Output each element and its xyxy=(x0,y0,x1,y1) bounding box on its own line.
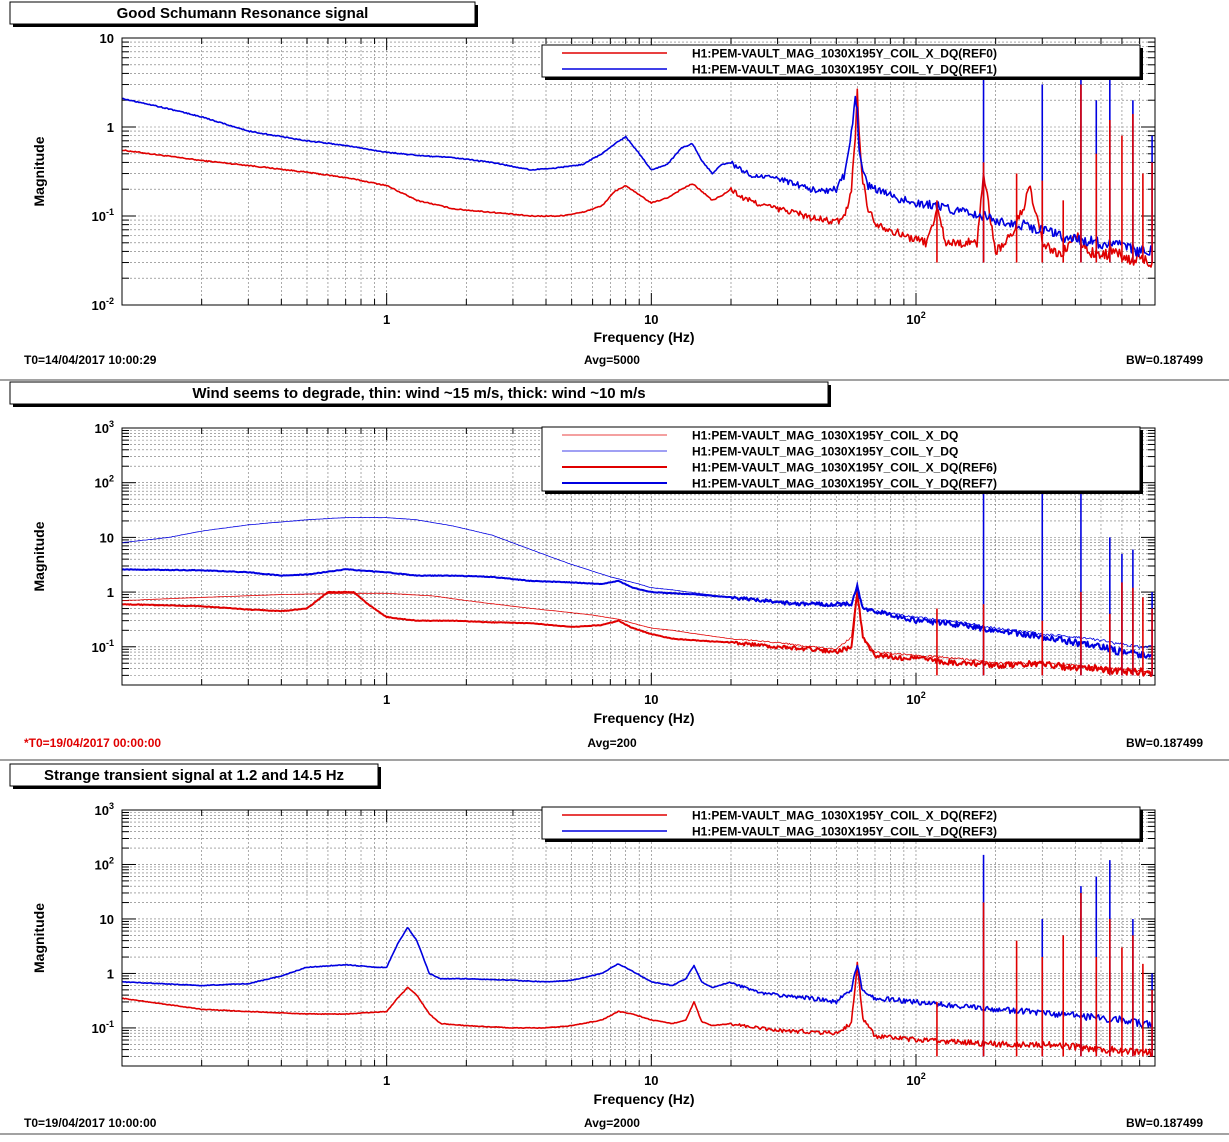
panel-2: Wind seems to degrade, thin: wind ~15 m/… xyxy=(0,379,1229,750)
legend-label: H1:PEM-VAULT_MAG_1030X195Y_COIL_Y_DQ(REF… xyxy=(692,477,997,491)
title-box xyxy=(9,1,476,25)
y-tick-label: 10 xyxy=(100,31,114,46)
legend-label: H1:PEM-VAULT_MAG_1030X195Y_COIL_Y_DQ xyxy=(692,445,958,459)
x-tick-exponent: 2 xyxy=(921,690,926,700)
footer-bw: BW=0.187499 xyxy=(1126,353,1203,367)
series-line-1 xyxy=(122,961,1153,1057)
x-axis-label: Frequency (Hz) xyxy=(593,1091,694,1107)
footer-t0: T0=14/04/2017 10:00:29 xyxy=(24,353,157,367)
legend-label: H1:PEM-VAULT_MAG_1030X195Y_COIL_X_DQ(REF… xyxy=(692,461,997,475)
footer-t0: T0=19/04/2017 10:00:00 xyxy=(24,1116,157,1130)
x-tick-label: 10 xyxy=(644,312,658,327)
y-tick-label: 10-2 xyxy=(92,296,114,313)
y-tick-label: 1 xyxy=(107,585,114,600)
series-group xyxy=(122,854,1153,1057)
y-tick-label: 1 xyxy=(107,120,114,135)
legend-box xyxy=(541,44,1141,78)
x-tick-label: 102 xyxy=(906,310,925,327)
legend-box xyxy=(541,806,1141,840)
x-tick-label: 1 xyxy=(383,692,390,707)
y-tick-label: 1 xyxy=(107,966,114,981)
footer-avg: Avg=200 xyxy=(587,736,637,750)
y-tick-label: 103 xyxy=(95,801,114,818)
plot-area xyxy=(122,810,1155,1066)
y-tick-label: 10 xyxy=(100,912,114,927)
series-line-1 xyxy=(122,88,1153,268)
series-line-2 xyxy=(122,926,1153,1028)
chart-title: Good Schumann Resonance signal xyxy=(117,5,369,22)
x-axis-label: Frequency (Hz) xyxy=(593,329,694,345)
y-tick-label: 10-1 xyxy=(92,638,114,655)
y-tick-exponent: 3 xyxy=(109,419,114,429)
y-tick-label: 10-1 xyxy=(92,207,114,224)
y-tick-exponent: 2 xyxy=(109,855,114,865)
series-line-2 xyxy=(122,517,1153,649)
series-line-2 xyxy=(122,95,1153,258)
footer-bw: BW=0.187499 xyxy=(1126,736,1203,750)
y-axis-label: Magnitude xyxy=(31,903,47,973)
x-axis-label: Frequency (Hz) xyxy=(593,710,694,726)
footer-bw: BW=0.187499 xyxy=(1126,1116,1203,1130)
x-tick-label: 1 xyxy=(383,312,390,327)
x-tick-label: 102 xyxy=(906,690,925,707)
series-group xyxy=(122,64,1153,268)
x-tick-label: 1 xyxy=(383,1073,390,1088)
footer-t0: *T0=19/04/2017 00:00:00 xyxy=(24,736,161,750)
y-tick-exponent: -1 xyxy=(106,207,114,217)
y-tick-exponent: 2 xyxy=(109,474,114,484)
y-tick-exponent: 3 xyxy=(109,801,114,811)
legend-label: H1:PEM-VAULT_MAG_1030X195Y_COIL_X_DQ xyxy=(692,429,958,443)
title-box xyxy=(9,381,829,405)
legend-label: H1:PEM-VAULT_MAG_1030X195Y_COIL_X_DQ(REF… xyxy=(692,47,997,61)
plot-frame xyxy=(121,37,1156,306)
y-tick-label: 102 xyxy=(95,855,114,872)
title-box xyxy=(9,763,379,787)
series-line-1 xyxy=(122,587,1153,674)
y-tick-label: 102 xyxy=(95,474,114,491)
y-tick-label: 10-1 xyxy=(92,1019,114,1036)
footer-avg: Avg=5000 xyxy=(584,353,640,367)
y-tick-label: 10 xyxy=(100,530,114,545)
y-tick-label: 103 xyxy=(95,419,114,436)
x-tick-label: 102 xyxy=(906,1071,925,1088)
chart-title: Wind seems to degrade, thin: wind ~15 m/… xyxy=(192,385,645,402)
series-group xyxy=(122,466,1153,677)
footer-avg: Avg=2000 xyxy=(584,1116,640,1130)
y-axis-label: Magnitude xyxy=(31,136,47,206)
x-tick-exponent: 2 xyxy=(921,310,926,320)
series-line-3 xyxy=(122,590,1153,677)
chart-title: Strange transient signal at 1.2 and 14.5… xyxy=(44,767,344,784)
series-line-4 xyxy=(122,568,1153,659)
panel-3: Strange transient signal at 1.2 and 14.5… xyxy=(0,759,1229,1130)
y-tick-exponent: -1 xyxy=(106,638,114,648)
y-tick-exponent: -1 xyxy=(106,1019,114,1029)
x-tick-label: 10 xyxy=(644,692,658,707)
legend-label: H1:PEM-VAULT_MAG_1030X195Y_COIL_Y_DQ(REF… xyxy=(692,63,997,77)
y-tick-exponent: -2 xyxy=(106,296,114,306)
legend-box xyxy=(541,426,1141,492)
x-tick-exponent: 2 xyxy=(921,1071,926,1081)
legend-label: H1:PEM-VAULT_MAG_1030X195Y_COIL_Y_DQ(REF… xyxy=(692,825,997,839)
legend-label: H1:PEM-VAULT_MAG_1030X195Y_COIL_X_DQ(REF… xyxy=(692,809,997,823)
y-axis-label: Magnitude xyxy=(31,521,47,591)
x-tick-label: 10 xyxy=(644,1073,658,1088)
